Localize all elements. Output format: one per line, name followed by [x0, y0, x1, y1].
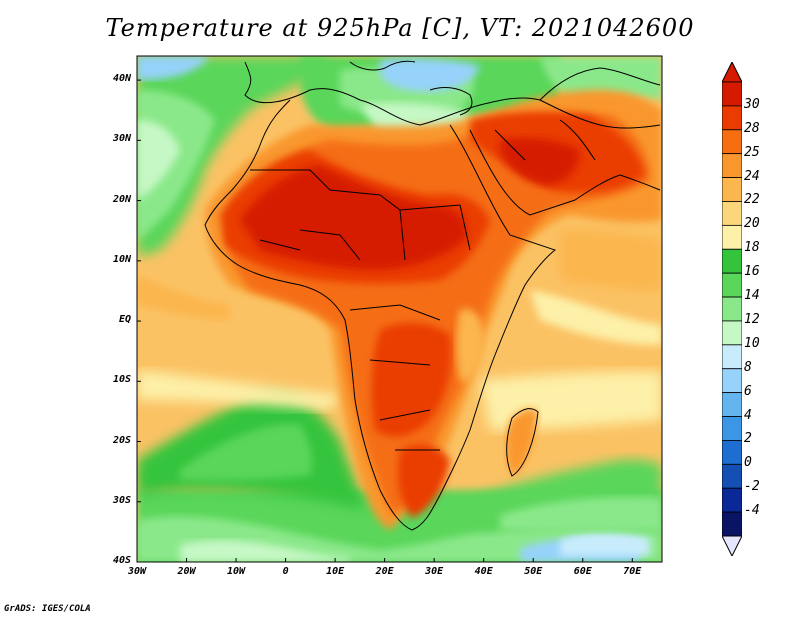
lon-label: 0 — [282, 566, 289, 577]
colorbar-label: 14 — [744, 288, 760, 304]
colorbar-swatch — [722, 344, 742, 370]
lat-label: EQ — [118, 314, 131, 326]
colorbar-label: 30 — [744, 96, 760, 112]
lon-label: 20W — [177, 566, 196, 577]
colorbar-swatch — [722, 81, 742, 107]
colorbar-label: 18 — [744, 240, 760, 256]
lon-label: 10E — [326, 566, 345, 577]
colorbar-swatch — [722, 487, 742, 513]
colorbar-label: 2 — [744, 431, 752, 447]
colorbar-label: 20 — [744, 216, 760, 232]
colorbar-label: -4 — [744, 503, 760, 519]
coastlines — [204, 60, 661, 531]
lat-label: 30N — [112, 133, 131, 145]
colorbar-swatch — [722, 368, 742, 394]
colorbar-label: 4 — [744, 407, 752, 423]
map-frame — [136, 55, 663, 563]
map-title: Temperature at 925hPa [C], VT: 202104260… — [105, 14, 695, 42]
colorbar-swatch — [722, 296, 742, 322]
colorbar-swatch — [722, 105, 742, 131]
lat-label: 20S — [112, 434, 131, 446]
colorbar-swatch — [722, 320, 742, 346]
colorbar-swatch — [722, 416, 742, 441]
colorbar-swatch — [722, 272, 742, 298]
colorbar-swatch — [722, 392, 742, 417]
grads-credit: GrADS: IGES/COLA — [4, 604, 91, 614]
temperature-field — [137, 56, 662, 562]
colorbar-label: 28 — [744, 120, 760, 136]
colorbar-under-triangle — [722, 535, 742, 556]
colorbar-swatch — [722, 511, 742, 537]
lat-label: 30S — [112, 494, 131, 506]
colorbar-swatch — [722, 248, 742, 274]
colorbar-label: 12 — [744, 311, 760, 327]
lon-label: 30E — [425, 566, 444, 577]
lon-label: 60E — [573, 566, 592, 577]
colorbar-swatch — [722, 440, 742, 465]
lon-label: 50E — [524, 566, 543, 577]
lat-label: 40N — [112, 73, 131, 85]
lon-label: 10W — [227, 566, 246, 577]
colorbar-swatch — [722, 463, 742, 489]
colorbar-label: 24 — [744, 168, 760, 184]
lon-label: 70E — [623, 566, 642, 577]
colorbar-label: 0 — [744, 455, 752, 471]
axis-ticks — [136, 79, 633, 563]
lat-label: 40S — [112, 555, 131, 566]
colorbar-label: 10 — [744, 335, 760, 351]
colorbar-swatch — [722, 177, 742, 202]
lon-label: 30W — [127, 566, 147, 577]
colorbar-swatch — [722, 224, 742, 250]
colorbar-over-triangle — [722, 62, 742, 83]
lon-label: 20E — [375, 566, 394, 577]
colorbar-label: 6 — [744, 383, 752, 399]
colorbar-swatch — [722, 201, 742, 226]
lat-label: 20N — [112, 193, 131, 205]
colorbar-label: 22 — [744, 192, 760, 208]
colorbar — [722, 62, 742, 556]
colorbar-swatch — [722, 153, 742, 178]
lat-label: 10N — [112, 253, 131, 265]
colorbar-label: 16 — [744, 264, 760, 280]
colorbar-label: -2 — [744, 479, 760, 495]
colorbar-label: 8 — [744, 359, 752, 375]
lat-label: 10S — [112, 374, 131, 386]
colorbar-label: 25 — [744, 144, 760, 160]
colorbar-swatch — [722, 129, 742, 155]
lon-label: 40E — [474, 566, 493, 577]
